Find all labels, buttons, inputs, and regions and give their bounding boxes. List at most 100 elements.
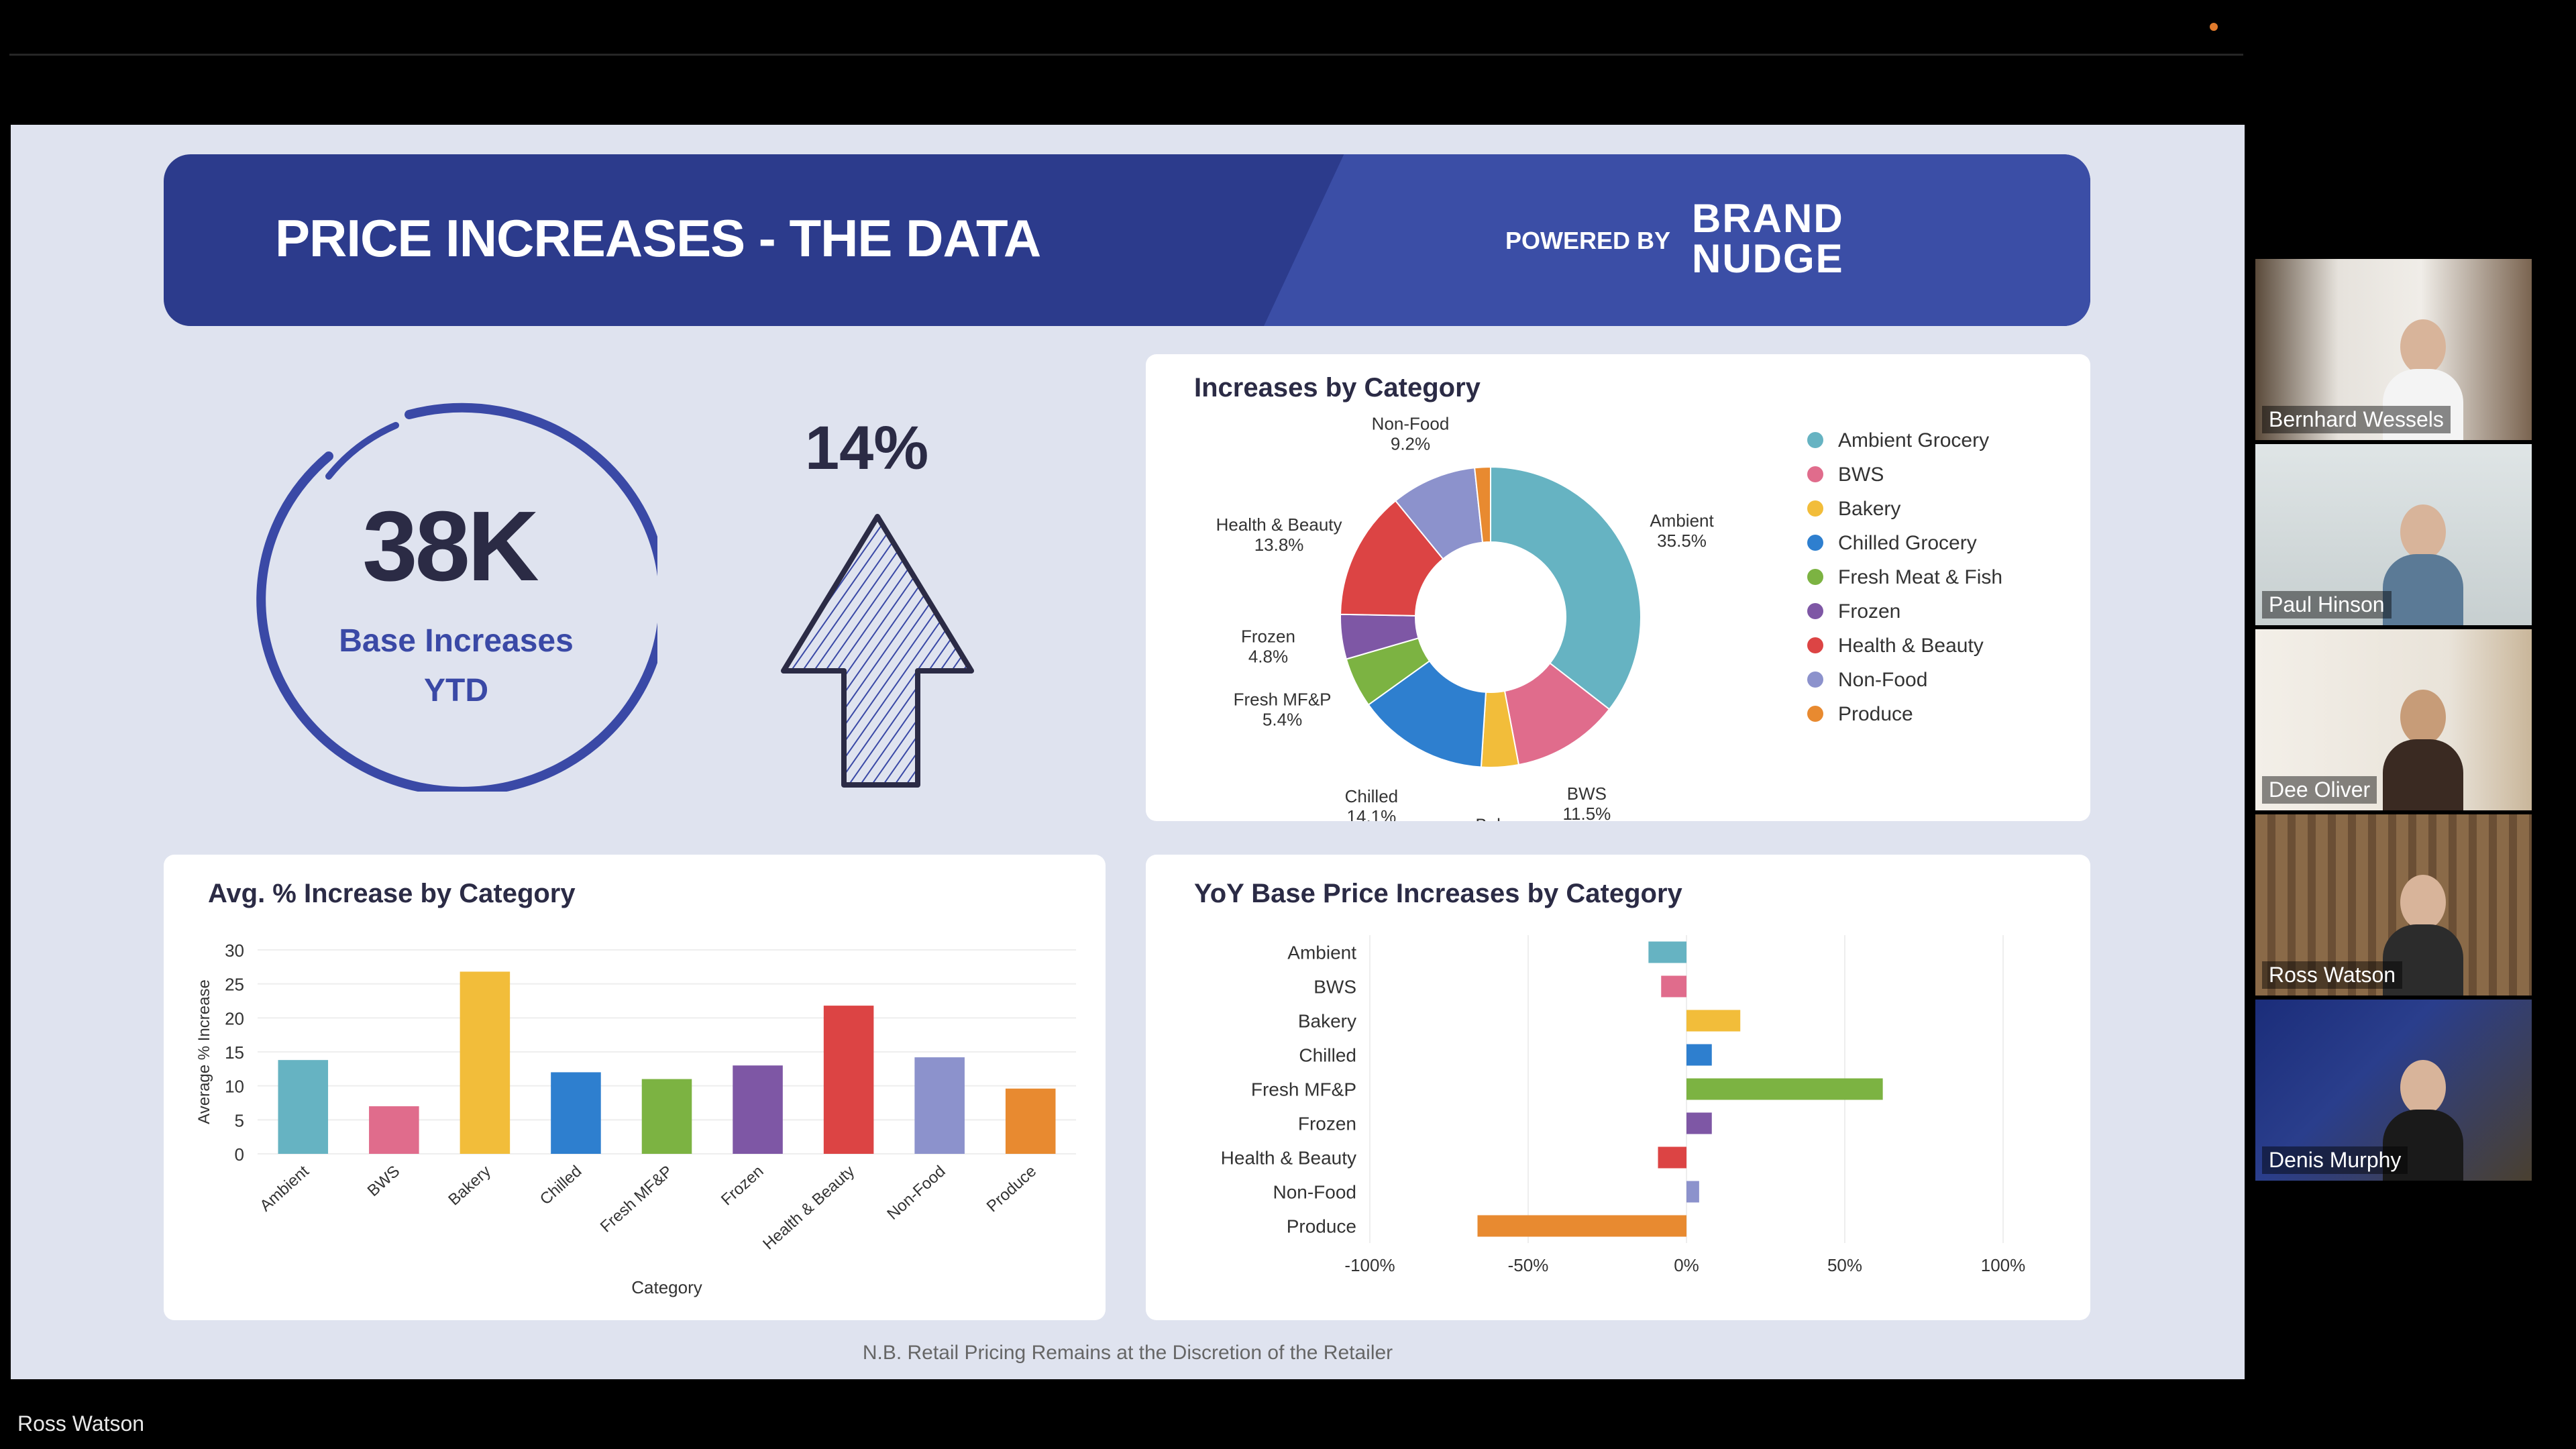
donut-slice-pct: 4.8% xyxy=(1248,646,1288,666)
legend-swatch xyxy=(1807,637,1823,653)
legend-label: Produce xyxy=(1838,703,1913,725)
y-tick-label: 0 xyxy=(235,1144,244,1165)
up-arrow-icon xyxy=(781,514,974,788)
bar-chart-title: Avg. % Increase by Category xyxy=(208,879,576,908)
yoy-bar-chart: -100% -50% 0% 50% 100% Ambient BWS Bakery Chille… xyxy=(1221,935,2026,1275)
y-tick-label: Non-Food xyxy=(1273,1182,1356,1203)
bar-bakery xyxy=(460,971,511,1154)
legend-label: Ambient Grocery xyxy=(1838,429,1989,451)
donut-slice-ambient xyxy=(1490,466,1642,710)
bar-ambient xyxy=(1648,941,1686,963)
brand-logo-line2: NUDGE xyxy=(1692,236,1844,281)
y-tick-label: Frozen xyxy=(1298,1114,1356,1134)
donut-slice-label: Bakery xyxy=(1475,814,1529,821)
legend-label: Chilled Grocery xyxy=(1838,532,1977,554)
legend-label: Frozen xyxy=(1838,600,1900,623)
donut-slice-label: Health & Beauty xyxy=(1216,515,1342,535)
donut-slice-pct: 5.4% xyxy=(1263,710,1302,730)
x-tick-label: BWS xyxy=(364,1162,404,1200)
y-axis-label: Average % Increase xyxy=(195,979,213,1124)
legend-swatch xyxy=(1807,672,1823,688)
x-tick-label: -50% xyxy=(1508,1255,1549,1275)
kpi-ring xyxy=(256,402,657,792)
y-tick-label: Produce xyxy=(1287,1216,1356,1237)
bar-frozen xyxy=(733,1065,783,1154)
y-tick-label: Chilled xyxy=(1299,1045,1356,1066)
donut-slice-label: Non-Food xyxy=(1372,413,1450,433)
bar-ambient xyxy=(278,1060,329,1154)
kpi-label-period: YTD xyxy=(424,673,488,708)
bar-bws xyxy=(369,1106,419,1154)
bar-fresh-mf-p xyxy=(641,1079,692,1154)
y-tick-label: BWS xyxy=(1313,977,1356,998)
powered-by-label: POWERED BY xyxy=(1505,227,1671,254)
x-axis-label: Category xyxy=(631,1277,702,1297)
participant-video xyxy=(2383,690,2463,810)
donut-slice-label: Ambient xyxy=(1650,511,1714,531)
participant-name: Bernhard Wessels xyxy=(2262,406,2451,433)
bar-produce xyxy=(1477,1215,1686,1237)
participant-name: Paul Hinson xyxy=(2262,591,2392,619)
donut-chart: Ambient35.5%BWS11.5%Bakery4%Chilled14.1%… xyxy=(1216,413,2002,821)
donut-slice-label: Fresh MF&P xyxy=(1234,690,1332,710)
x-tick-label: Chilled xyxy=(537,1162,586,1208)
legend-swatch xyxy=(1807,569,1823,585)
x-tick-label: Produce xyxy=(983,1162,1040,1216)
footer-note: N.B. Retail Pricing Remains at the Discr… xyxy=(862,1342,1393,1364)
legend-swatch xyxy=(1807,432,1823,448)
x-tick-label: Health & Beauty xyxy=(759,1162,858,1253)
donut-slice-pct: 35.5% xyxy=(1657,531,1707,551)
legend-swatch xyxy=(1807,603,1823,619)
participant-name: Ross Watson xyxy=(2262,961,2403,989)
legend-swatch xyxy=(1807,500,1823,517)
x-tick-label: Frozen xyxy=(718,1162,767,1209)
participant-video xyxy=(2383,319,2463,440)
donut-slice-pct: 13.8% xyxy=(1254,535,1304,555)
bar-non-food xyxy=(914,1057,965,1154)
donut-slice-pct: 9.2% xyxy=(1391,433,1430,453)
legend-label: Bakery xyxy=(1838,498,1900,520)
brand-logo-line1: BRAND xyxy=(1692,196,1844,241)
banner-accent xyxy=(1264,154,2090,326)
participant-tile[interactable]: Denis Murphy xyxy=(2255,1000,2532,1181)
x-tick-label: 0% xyxy=(1674,1255,1699,1275)
donut-slice-pct: 11.5% xyxy=(1562,804,1611,821)
donut-slice-produce xyxy=(1474,466,1491,543)
bar-bakery xyxy=(1686,1010,1741,1032)
brand-logo: BRAND NUDGE xyxy=(1692,199,1844,279)
slide-banner: PRICE INCREASES - THE DATA POWERED BY BR… xyxy=(164,154,2090,326)
bar-non-food xyxy=(1686,1181,1699,1203)
bar-produce xyxy=(1005,1088,1056,1154)
percent-increase-value: 14% xyxy=(805,414,929,482)
donut-slice-label: BWS xyxy=(1567,784,1607,804)
yoy-card xyxy=(1146,855,2090,1320)
participant-video xyxy=(2383,1060,2463,1181)
participant-video xyxy=(2383,504,2463,625)
donut-slice-label: Frozen xyxy=(1241,626,1295,646)
bar-chilled xyxy=(551,1072,601,1154)
participant-tile[interactable]: Ross Watson xyxy=(2255,814,2532,996)
yoy-chart-title: YoY Base Price Increases by Category xyxy=(1194,879,1682,908)
participant-tile[interactable]: Dee Oliver xyxy=(2255,629,2532,810)
participant-tile[interactable]: Bernhard Wessels xyxy=(2255,259,2532,440)
x-tick-label: Bakery xyxy=(445,1162,494,1209)
legend-label: Non-Food xyxy=(1838,669,1927,691)
bar-health-beauty xyxy=(1658,1146,1686,1169)
kpi-label: Base Increases xyxy=(339,623,574,659)
bar-fresh-mf-p xyxy=(1686,1078,1883,1100)
x-tick-label: 50% xyxy=(1827,1255,1862,1275)
legend-swatch xyxy=(1807,466,1823,482)
legend-label: Health & Beauty xyxy=(1838,635,1984,657)
bar-health-beauty xyxy=(823,1006,874,1154)
y-tick-label: Fresh MF&P xyxy=(1251,1079,1356,1100)
participant-tile[interactable]: Paul Hinson xyxy=(2255,444,2532,625)
meeting-top-bar xyxy=(0,0,2576,121)
y-tick-label: 5 xyxy=(235,1110,244,1130)
donut-chart-title: Increases by Category xyxy=(1194,373,1481,402)
participant-video xyxy=(2383,875,2463,996)
x-tick-label: -100% xyxy=(1344,1255,1395,1275)
slide-title: PRICE INCREASES - THE DATA xyxy=(275,209,1041,268)
recording-indicator-icon xyxy=(2210,23,2218,31)
x-tick-label: 100% xyxy=(1981,1255,2026,1275)
bar-bws xyxy=(1661,975,1686,998)
